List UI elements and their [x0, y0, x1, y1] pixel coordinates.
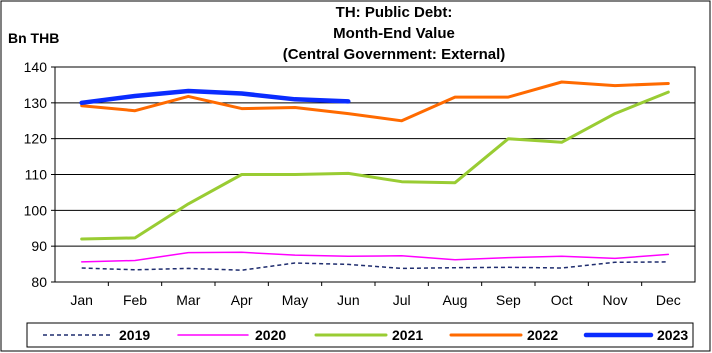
x-tick-label: Dec [656, 292, 681, 308]
legend-label-2023: 2023 [657, 327, 688, 343]
x-tick-label: May [282, 292, 308, 308]
legend-label-2021: 2021 [392, 327, 423, 343]
y-tick-label: 100 [24, 202, 48, 218]
legend-label-2019: 2019 [119, 327, 150, 343]
y-tick-label: 130 [24, 95, 48, 111]
y-axis-ticks: 80 90 100 110 120 130 140 [24, 59, 55, 290]
y-tick-label: 140 [24, 59, 48, 75]
series-line-2021 [80, 90, 670, 241]
y-tick-label: 110 [25, 167, 48, 183]
chart-title-line-3: (Central Government: External) [283, 46, 506, 63]
x-tick-label: Jun [337, 292, 360, 308]
series-line-2022 [80, 80, 670, 123]
x-tick-label: Nov [603, 292, 628, 308]
x-tick-label: Sep [496, 292, 521, 308]
y-tick-label: 90 [31, 238, 47, 254]
series-lines [79, 80, 670, 271]
series-line-2023 [79, 88, 351, 106]
y-tick-label: 120 [24, 131, 48, 147]
legend-label-2020: 2020 [255, 327, 286, 343]
legend-label-2022: 2022 [527, 327, 558, 343]
x-tick-label: Oct [551, 292, 573, 308]
x-tick-label: Jul [393, 292, 411, 308]
x-tick-label: Apr [231, 292, 253, 308]
x-tick-label: Jan [70, 292, 93, 308]
x-tick-label: Aug [443, 292, 468, 308]
y-tick-label: 80 [31, 274, 47, 290]
series-line-2020 [80, 251, 670, 263]
chart-title-line-1: TH: Public Debt: [336, 4, 453, 21]
x-axis-ticks: Jan Feb Mar Apr May Jun Jul Aug Sep Oct Nov Dec [70, 282, 681, 308]
unit-label: Bn THB [8, 30, 59, 46]
chart-title-line-2: Month-End Value [333, 25, 455, 42]
legend: 2019 2020 2021 2022 2023 [43, 327, 688, 343]
x-tick-label: Feb [123, 292, 147, 308]
x-tick-label: Mar [176, 292, 200, 308]
